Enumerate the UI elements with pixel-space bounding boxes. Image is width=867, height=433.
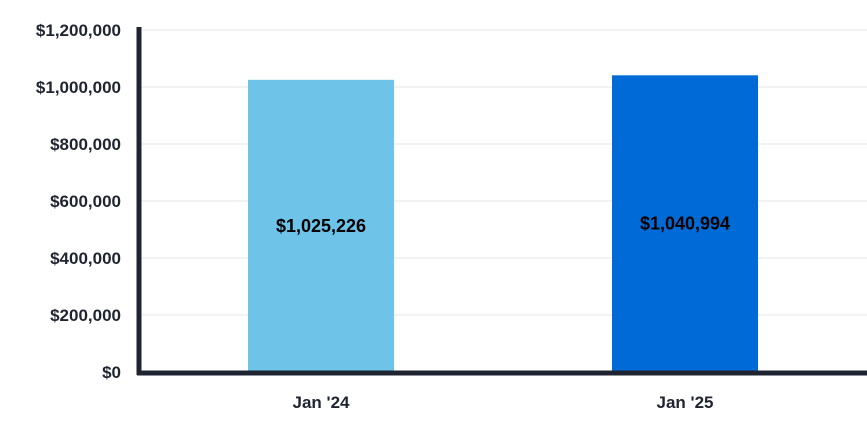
bars (248, 75, 758, 372)
y-tick-label: $800,000 (50, 135, 121, 154)
y-tick-label: $200,000 (50, 306, 121, 325)
bar-value-label: $1,040,994 (640, 214, 730, 234)
y-tick-label: $1,000,000 (36, 78, 121, 97)
bar (248, 79, 394, 372)
y-tick-label: $0 (102, 363, 121, 382)
bar-value-label: $1,025,226 (276, 216, 366, 236)
y-tick-label: $600,000 (50, 192, 121, 211)
x-tick-label: Jan '24 (293, 393, 351, 412)
y-tick-label: $400,000 (50, 249, 121, 268)
bar (612, 75, 758, 372)
x-tick-label: Jan '25 (657, 393, 714, 412)
axes (136, 27, 867, 376)
labels: $0 $200,000 $400,000 $600,000 $800,000 $1,000… (36, 21, 730, 412)
y-tick-label: $1,200,000 (36, 21, 121, 40)
